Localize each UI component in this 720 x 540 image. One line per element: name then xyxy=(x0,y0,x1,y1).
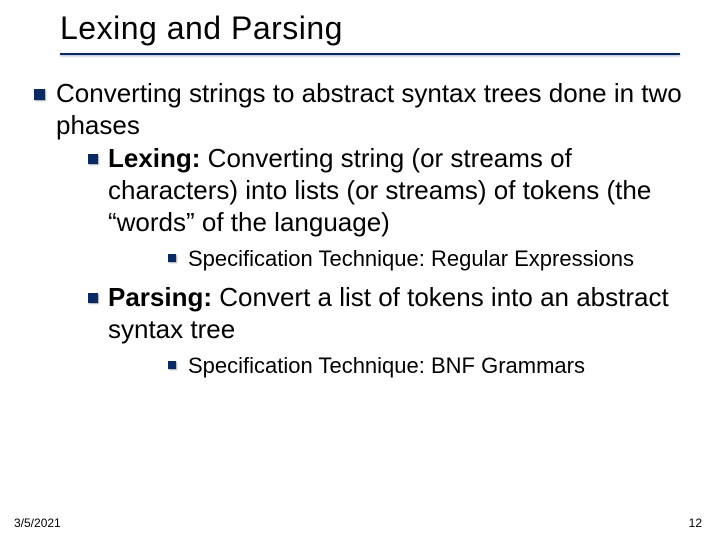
slide-title: Lexing and Parsing xyxy=(60,10,690,47)
square-bullet-icon xyxy=(34,89,45,100)
bullet-lvl2-lexing: Lexing: Converting string (or streams of… xyxy=(56,143,700,272)
lexing-spec-text: Specification Technique: Regular Express… xyxy=(188,246,634,271)
intro-text: Converting strings to abstract syntax tr… xyxy=(56,78,682,140)
slide-body: Converting strings to abstract syntax tr… xyxy=(30,78,700,389)
footer-page-number: 12 xyxy=(689,516,702,530)
square-bullet-icon xyxy=(88,293,98,303)
bullet-lvl3-lexing-spec: Specification Technique: Regular Express… xyxy=(108,245,700,273)
slide: Lexing and Parsing Converting strings to… xyxy=(0,0,720,540)
square-bullet-icon xyxy=(168,254,176,262)
bullet-lvl1-intro: Converting strings to abstract syntax tr… xyxy=(30,78,700,379)
square-bullet-icon xyxy=(168,361,176,369)
footer-date: 3/5/2021 xyxy=(14,516,61,530)
parsing-spec-text: Specification Technique: BNF Grammars xyxy=(188,353,585,378)
lexing-label: Lexing: xyxy=(108,143,200,173)
bullet-lvl3-parsing-spec: Specification Technique: BNF Grammars xyxy=(108,352,700,380)
title-underline xyxy=(60,53,680,55)
title-area: Lexing and Parsing xyxy=(60,10,690,55)
parsing-label: Parsing: xyxy=(108,282,212,312)
square-bullet-icon xyxy=(88,154,98,164)
bullet-lvl2-parsing: Parsing: Convert a list of tokens into a… xyxy=(56,282,700,379)
